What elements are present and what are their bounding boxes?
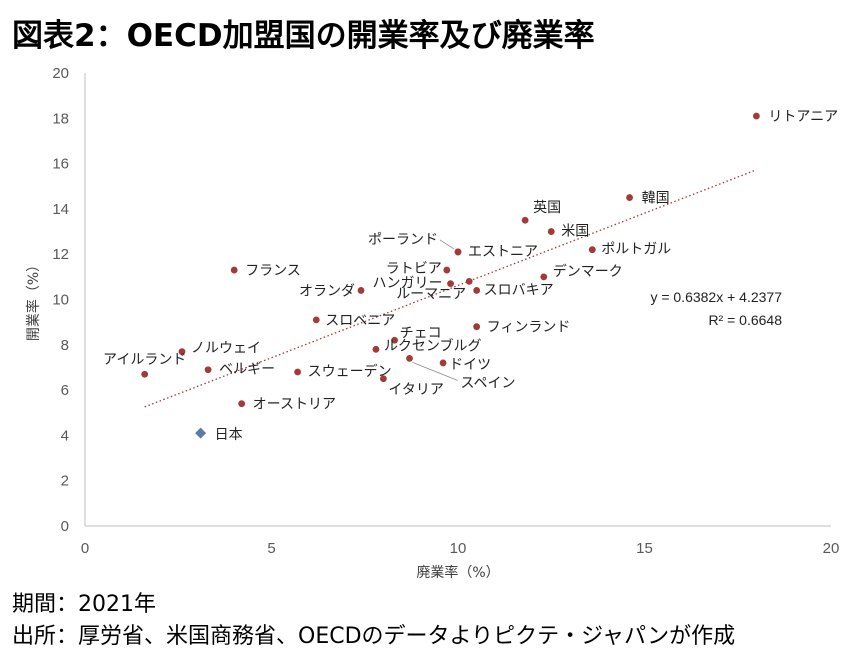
- point-label: ポーランド: [368, 232, 438, 248]
- data-point: [465, 277, 473, 285]
- x-tick-label: 10: [450, 540, 467, 557]
- point-label: デンマーク: [553, 263, 623, 280]
- point-label: オーストリア: [253, 397, 336, 413]
- trend-r-squared: R² = 0.6648: [708, 312, 782, 328]
- point-label: 韓国: [642, 191, 670, 207]
- data-point: [357, 287, 365, 294]
- point-label: ラトビア: [386, 261, 442, 277]
- y-axis-title: 開業率（%）: [25, 258, 42, 341]
- chart-title: 図表2：OECD加盟国の開業率及び廃業率: [12, 18, 595, 54]
- y-tick-label: 10: [52, 292, 69, 309]
- data-point: [312, 316, 320, 324]
- y-tick-label: 20: [52, 65, 69, 82]
- period-note: 期間：2021年: [12, 592, 156, 617]
- x-tick-label: 0: [81, 540, 89, 557]
- data-point: [626, 194, 633, 201]
- y-tick-label: 16: [52, 156, 69, 173]
- y-tick-label: 12: [52, 246, 69, 263]
- point-label: ポルトガル: [601, 242, 671, 258]
- point-label: ルーマニア: [396, 286, 466, 302]
- y-tick-label: 8: [61, 337, 69, 354]
- data-point: [521, 216, 529, 224]
- data-point: [473, 323, 481, 331]
- point-label: アイルランド: [103, 352, 186, 368]
- data-point: [178, 348, 186, 355]
- data-point: [753, 112, 760, 120]
- point-label: スウェーデン: [308, 363, 392, 380]
- point-label: リトアニア: [768, 109, 838, 125]
- data-point: [454, 248, 462, 256]
- data-point-japan: [195, 427, 207, 439]
- x-tick-label: 5: [267, 540, 275, 557]
- y-tick-label: 4: [61, 427, 69, 444]
- data-point: [443, 266, 451, 274]
- data-point: [447, 280, 454, 288]
- point-label: スロバキア: [484, 282, 554, 298]
- data-point: [238, 400, 246, 408]
- x-tick-label: 20: [823, 540, 840, 557]
- trend-equation: y = 0.6382x + 4.2377: [650, 289, 782, 305]
- data-point: [204, 366, 212, 374]
- data-point: [406, 354, 413, 362]
- trendline: [144, 169, 757, 408]
- source-note: 出所：厚労省、米国商務省、OECDのデータよりピクテ・ジャパンが作成: [12, 624, 736, 649]
- leader-line: [439, 239, 455, 250]
- point-label: ドイツ: [449, 357, 491, 373]
- y-tick-label: 18: [52, 110, 69, 127]
- data-point: [473, 287, 481, 294]
- point-label: ハンガリー: [373, 276, 443, 292]
- data-point: [391, 336, 398, 344]
- point-label: スペイン: [461, 375, 516, 391]
- data-point: [294, 368, 302, 376]
- point-label: エストニア: [468, 244, 538, 260]
- point-label: スロベニア: [325, 313, 395, 329]
- point-label: フィンランド: [487, 320, 571, 336]
- point-label: イタリア: [388, 382, 443, 398]
- y-tick-label: 2: [61, 473, 69, 490]
- data-point: [372, 345, 380, 353]
- data-point: [540, 273, 548, 281]
- point-label: ノルウェイ: [191, 341, 261, 357]
- point-label: チェコ: [400, 325, 442, 341]
- point-label: ルクセンブルグ: [384, 337, 482, 354]
- point-label: オランダ: [299, 283, 355, 299]
- x-axis-title: 廃業率（%）: [416, 564, 499, 581]
- point-label: ベルギー: [219, 362, 275, 378]
- data-point: [439, 359, 447, 367]
- y-tick-label: 14: [52, 201, 69, 218]
- point-label: フランス: [245, 263, 301, 279]
- data-point: [141, 370, 149, 378]
- point-label: 日本: [215, 427, 243, 443]
- point-label: 英国: [533, 199, 561, 216]
- y-tick-label: 0: [61, 518, 69, 535]
- data-point: [588, 246, 596, 254]
- x-tick-label: 15: [636, 540, 653, 557]
- data-point: [547, 228, 555, 235]
- data-point: [230, 266, 238, 274]
- point-label: 米国: [561, 224, 589, 240]
- data-point: [380, 375, 387, 383]
- leader-line: [412, 362, 458, 381]
- y-tick-label: 6: [61, 382, 69, 399]
